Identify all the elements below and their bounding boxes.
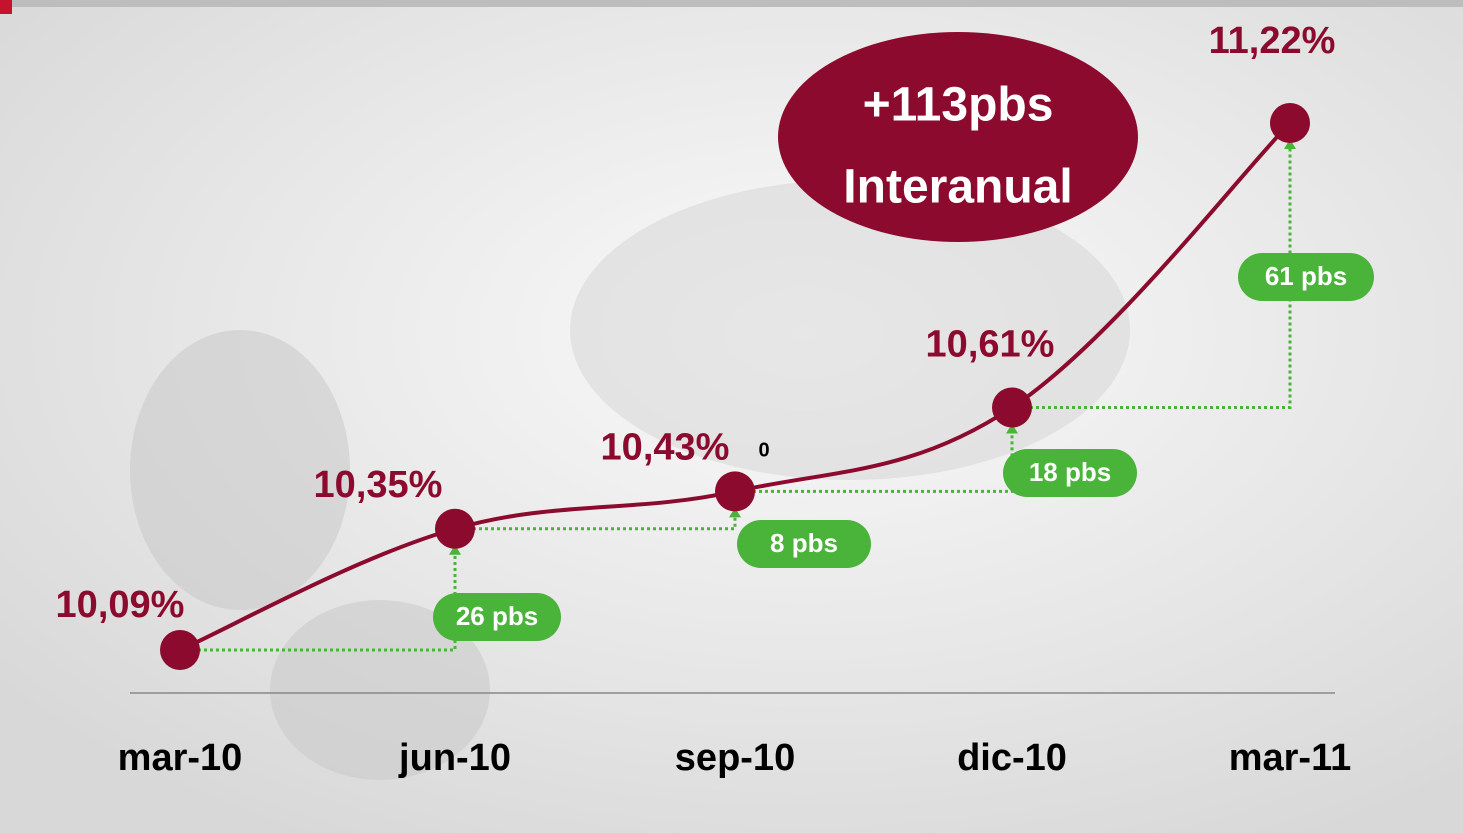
arrow-head — [449, 544, 461, 555]
change-label: 18 pbs — [1029, 457, 1111, 487]
change-arrow — [455, 513, 737, 531]
change-label: 26 pbs — [456, 601, 538, 631]
change-pill — [1003, 449, 1137, 497]
change-arrow — [1012, 145, 1292, 409]
change-label: 61 pbs — [1265, 261, 1347, 291]
stray-mark: 0 — [758, 439, 769, 461]
arrow-head — [1284, 139, 1296, 149]
change-pill — [737, 520, 871, 568]
x-tick-label: sep-10 — [675, 737, 795, 779]
point — [160, 630, 200, 670]
decor — [270, 600, 490, 780]
x-tick-label: mar-11 — [1229, 737, 1352, 779]
point — [715, 471, 755, 512]
value-label: 10,09% — [56, 584, 185, 626]
arrow-head — [729, 507, 741, 518]
value-label: 10,35% — [314, 464, 443, 506]
top-bar — [0, 0, 1463, 7]
decor — [130, 330, 350, 610]
top-marker — [0, 0, 12, 14]
change-arrow — [180, 550, 457, 652]
decor — [570, 180, 1130, 480]
change-label: 8 pbs — [770, 528, 838, 558]
value-label: 10,61% — [926, 324, 1055, 366]
value-label: 11,22% — [1209, 20, 1336, 62]
callout-text: +113pbs — [863, 79, 1054, 132]
value-label: 10,43% — [601, 426, 730, 468]
point — [1270, 103, 1310, 143]
change-pill — [1238, 253, 1374, 301]
x-tick-label: jun-10 — [398, 737, 511, 779]
point — [992, 387, 1032, 428]
change-pill — [433, 593, 561, 641]
point — [435, 508, 475, 549]
arrow-head — [1006, 423, 1018, 434]
callout-bubble — [778, 32, 1138, 242]
x-tick-label: mar-10 — [118, 737, 243, 779]
callout-text: Interanual — [843, 161, 1072, 214]
x-tick-label: dic-10 — [957, 737, 1067, 779]
